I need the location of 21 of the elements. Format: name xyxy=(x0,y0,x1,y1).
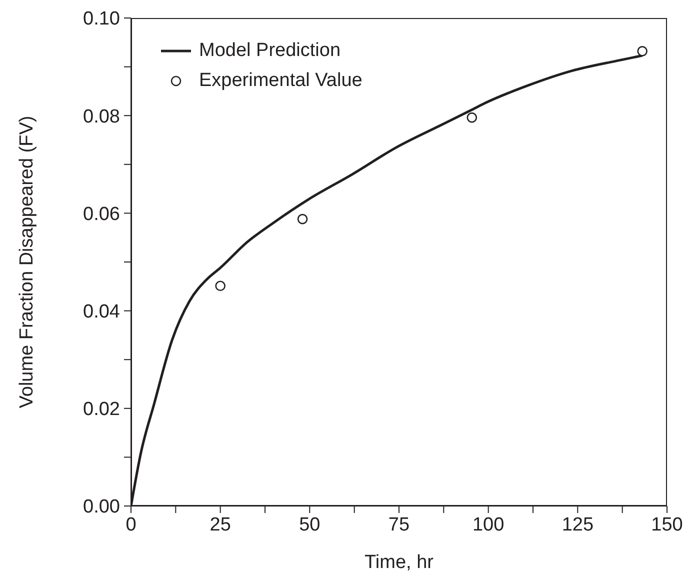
y-tick-label: 0.02 xyxy=(83,399,120,420)
x-tick-label: 150 xyxy=(651,514,683,536)
y-tick-label: 0.08 xyxy=(83,106,120,128)
point xyxy=(297,214,308,224)
legend-label: Model Prediction xyxy=(199,39,341,63)
x-tick-label: 50 xyxy=(299,514,320,536)
point xyxy=(215,280,226,292)
point xyxy=(466,112,478,123)
y-tick-label: 0.06 xyxy=(83,204,120,225)
x-tick-label: 0 xyxy=(126,514,136,536)
x-tick-label: 75 xyxy=(388,514,410,536)
y-axis-title: Volume Fraction Disappeared (FV) xyxy=(16,116,38,408)
x-tick-label: 25 xyxy=(210,514,231,536)
point xyxy=(637,46,648,56)
x-tick-label: 100 xyxy=(472,514,504,536)
x-tick-label: 125 xyxy=(562,514,594,536)
legend-label: Experimental Value xyxy=(199,69,362,93)
x-axis-title: Time, hr xyxy=(364,552,434,573)
text: 0.00 xyxy=(83,496,120,518)
y-tick-label: 0.04 xyxy=(83,302,120,323)
y-tick-label: 0.10 xyxy=(83,8,120,30)
